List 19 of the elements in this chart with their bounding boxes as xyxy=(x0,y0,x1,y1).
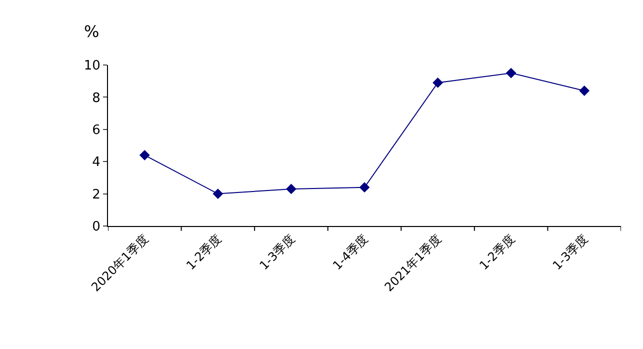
x-tick-label: 1-3季度 xyxy=(256,232,298,273)
point xyxy=(139,150,150,160)
point xyxy=(212,188,224,199)
x-tick-label: 1-3季度 xyxy=(550,232,591,273)
point xyxy=(432,78,443,88)
point xyxy=(286,184,296,194)
y-tick-label: 10 xyxy=(84,58,100,74)
point xyxy=(579,86,590,96)
y-axis-title: % xyxy=(84,22,100,41)
point xyxy=(506,68,516,78)
x-tick-label: 1-2季度 xyxy=(476,232,518,273)
x-tick-label: 1-4季度 xyxy=(330,232,371,273)
y-tick-label: 6 xyxy=(92,122,100,138)
point xyxy=(359,182,370,193)
x-tick-label: 1-2季度 xyxy=(184,232,224,273)
y-tick-label: 4 xyxy=(92,155,100,170)
y-tick-label: 2 xyxy=(92,187,100,202)
y-tick-label: 8 xyxy=(92,90,100,106)
y-tick-label: 0 xyxy=(92,220,100,235)
